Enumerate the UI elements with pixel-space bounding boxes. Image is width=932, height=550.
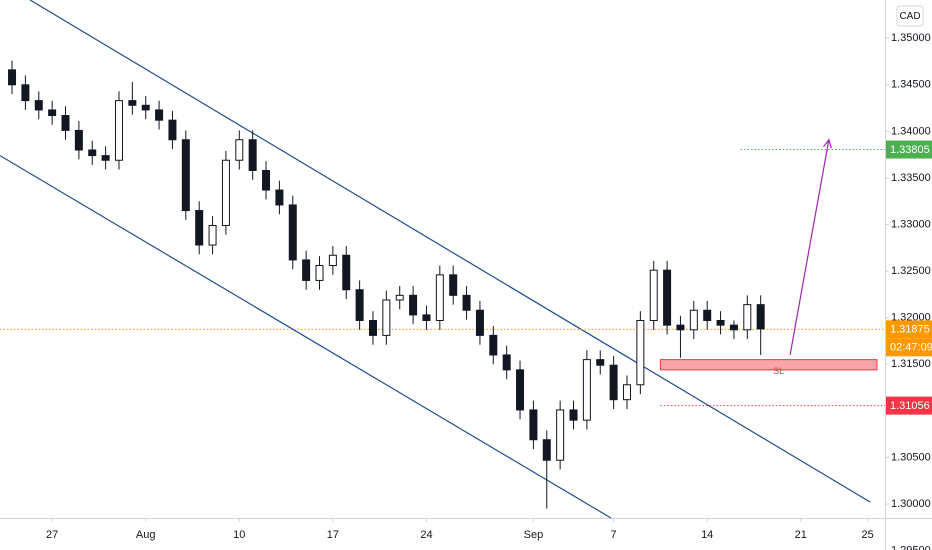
candle-body <box>395 294 404 301</box>
candle-body <box>756 304 765 330</box>
y-tick-label: 1.30000 <box>891 498 931 510</box>
candle-body <box>235 139 244 161</box>
candle-body <box>74 129 83 151</box>
candle-body <box>195 210 204 246</box>
price-label: 1.31875 <box>890 324 930 336</box>
candle-body <box>649 269 658 321</box>
candle-body <box>368 319 377 336</box>
y-tick-label: 1.35000 <box>891 32 931 44</box>
price-label-box <box>886 320 932 339</box>
candle-body <box>141 104 150 111</box>
x-tick-label: Aug <box>136 529 156 541</box>
x-tick-label: 25 <box>861 529 873 541</box>
candle-body <box>61 115 70 131</box>
candle-body <box>155 109 164 121</box>
candle-body <box>556 409 565 461</box>
candle-body <box>435 274 444 321</box>
candle-body <box>48 109 57 117</box>
currency: CAD <box>899 11 920 22</box>
candle-body <box>689 309 698 331</box>
candle-body <box>542 439 551 461</box>
channel-line <box>29 0 871 503</box>
candle-body <box>663 269 672 326</box>
candle-body <box>489 334 498 356</box>
candle-body <box>275 189 284 206</box>
candle-body <box>582 359 591 421</box>
candle-body <box>569 409 578 421</box>
candle-body <box>8 69 17 86</box>
candle-body <box>221 159 230 226</box>
x-tick-label: 14 <box>701 529 713 541</box>
price-label-box <box>886 140 932 159</box>
x-tick-label: 17 <box>327 529 339 541</box>
candle-body <box>355 289 364 321</box>
x-tick-label: 21 <box>795 529 807 541</box>
price-label: 1.31056 <box>890 400 930 412</box>
candle-body <box>636 319 645 386</box>
candle-body <box>328 254 337 267</box>
candle-body <box>409 294 418 316</box>
y-tick-label: 1.34500 <box>891 79 931 91</box>
x-tick-label: 10 <box>233 529 245 541</box>
y-tick-label: 1.31500 <box>891 358 931 370</box>
channel-line <box>0 155 612 519</box>
target-arrow <box>789 140 829 356</box>
candle-body <box>596 359 605 366</box>
y-tick-label: 1.33500 <box>891 172 931 184</box>
candle-body <box>729 324 738 331</box>
candle-body <box>315 265 324 281</box>
candle-body <box>342 254 351 291</box>
candle-body <box>475 309 484 336</box>
y-tick-label: 1.29500 <box>891 545 931 550</box>
candle-body <box>288 204 297 261</box>
y-tick-label: 1.34000 <box>891 125 931 137</box>
y-tick-label: 1.30500 <box>891 451 931 463</box>
x-tick-label: Sep <box>524 529 544 541</box>
candle-body <box>676 324 685 331</box>
candle-body <box>88 149 97 157</box>
candle-body <box>21 84 30 102</box>
candle-body <box>114 100 123 161</box>
candle-body <box>422 314 431 321</box>
candle-body <box>502 354 511 371</box>
candle-body <box>34 100 43 111</box>
candle-body <box>529 409 538 441</box>
sl-label: SL <box>773 366 784 376</box>
price-label: 1.33805 <box>890 144 930 156</box>
candle-body <box>516 369 525 411</box>
candle-body <box>248 139 257 171</box>
candle-body <box>302 259 311 281</box>
x-tick-label: 27 <box>46 529 58 541</box>
currency-badge[interactable] <box>896 5 924 27</box>
candle-body <box>181 139 190 212</box>
candle-body <box>168 119 177 141</box>
y-tick-label: 1.32500 <box>891 265 931 277</box>
sl-zone <box>659 359 878 371</box>
candle-body <box>703 309 712 321</box>
countdown-box <box>886 338 932 357</box>
candle-body <box>609 364 618 401</box>
candle-body <box>101 155 110 161</box>
candle-body <box>716 319 725 326</box>
candle-body <box>208 224 217 246</box>
x-tick-label: 24 <box>420 529 432 541</box>
candle-body <box>743 304 752 331</box>
candle-body <box>449 274 458 296</box>
price-label-box <box>886 396 932 415</box>
candle-body <box>622 384 631 401</box>
countdown: 02:47:09 <box>890 342 932 354</box>
candle-body <box>128 100 137 106</box>
candle-body <box>382 299 391 336</box>
candle-body <box>462 294 471 311</box>
candle-body <box>262 169 271 191</box>
y-tick-label: 1.33000 <box>891 218 931 230</box>
x-tick-label: 7 <box>611 529 617 541</box>
